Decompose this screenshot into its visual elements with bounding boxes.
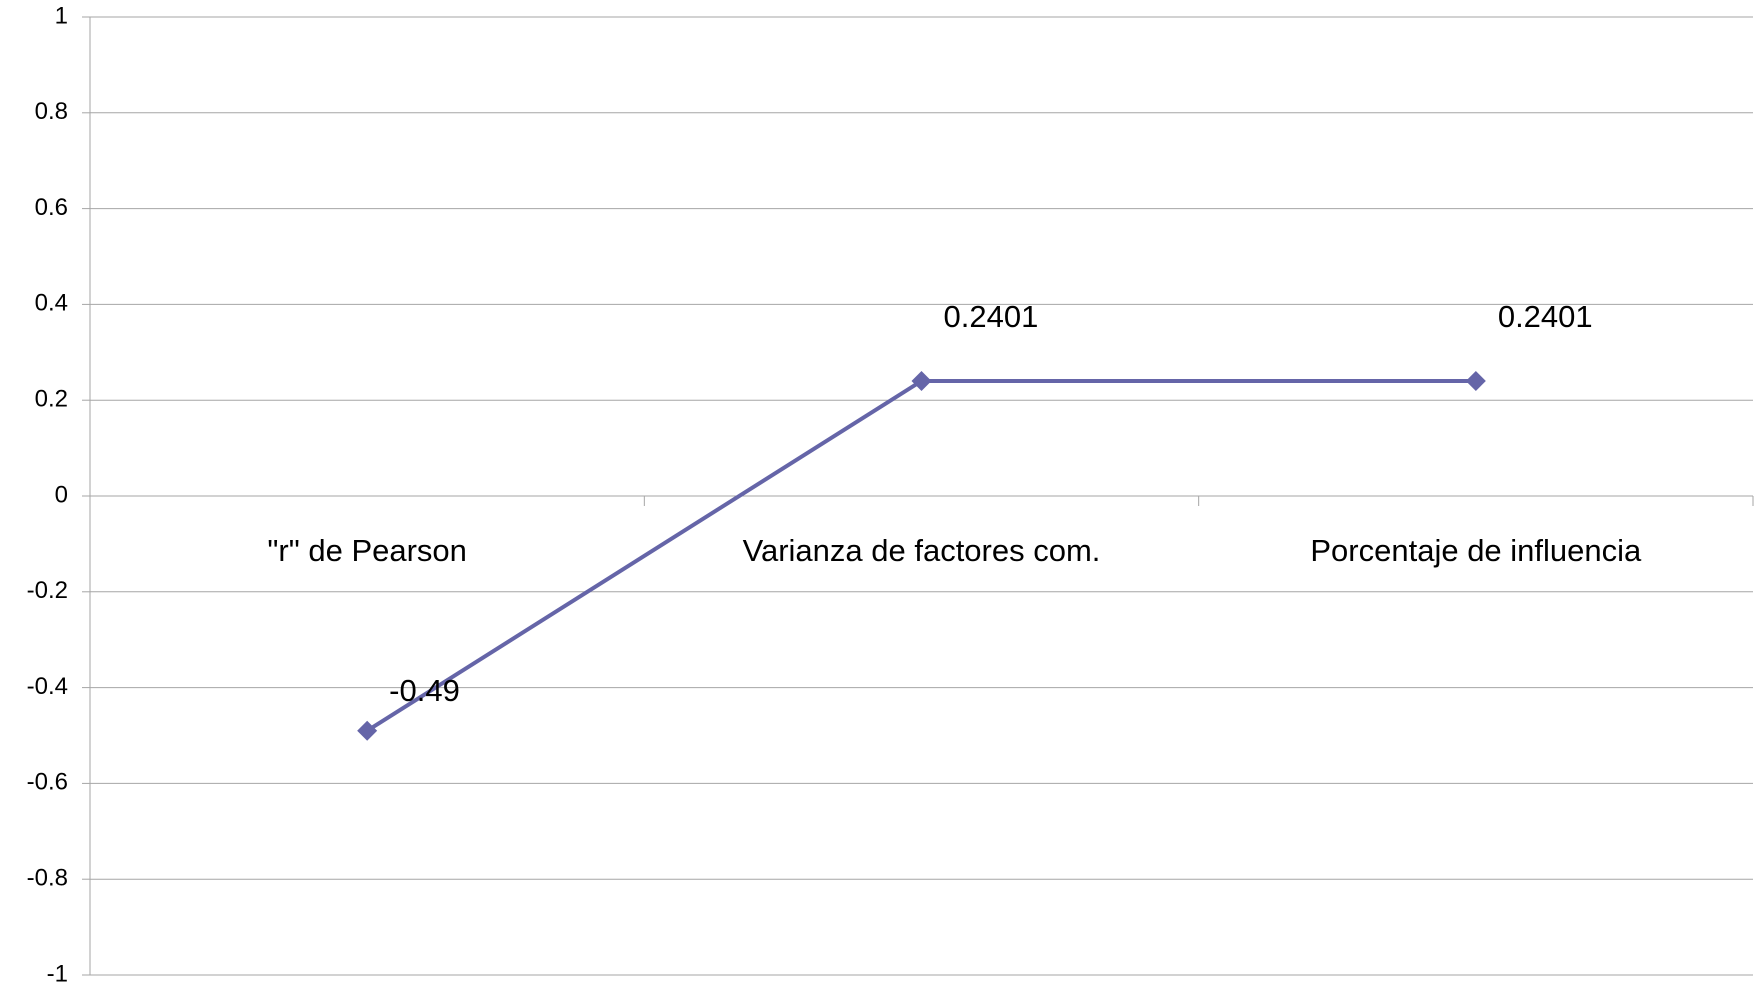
y-tick-label: 0.4 (35, 290, 68, 317)
y-tick-label: -0.6 (27, 769, 68, 796)
y-tick-label: 0.2 (35, 386, 68, 413)
x-tick-label: Varianza de factores com. (743, 533, 1101, 568)
marker (1465, 370, 1486, 391)
x-tick-label: "r" de Pearson (267, 533, 467, 568)
y-tick-label: -0.4 (27, 673, 68, 700)
data-label: 0.2401 (944, 299, 1039, 334)
y-tick-label: -0.2 (27, 577, 68, 604)
data-label: 0.2401 (1498, 299, 1593, 334)
y-tick-label: 0 (55, 481, 68, 508)
x-tick-label: Porcentaje de influencia (1310, 533, 1642, 568)
y-tick-label: 1 (55, 2, 68, 29)
marker (357, 720, 378, 741)
y-tick-label: -0.8 (27, 865, 68, 892)
y-tick-label: 0.6 (35, 194, 68, 221)
y-tick-label: 0.8 (35, 98, 68, 125)
y-tick-label: -1 (47, 960, 68, 987)
marker (911, 370, 932, 391)
data-label: -0.49 (389, 673, 460, 708)
